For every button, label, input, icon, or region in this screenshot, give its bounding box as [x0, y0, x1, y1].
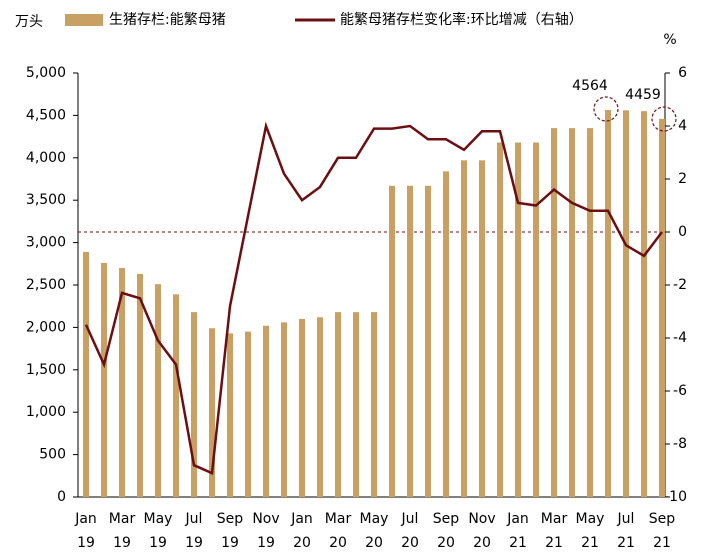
y2-tick-label: 4	[678, 118, 687, 134]
x-tick-label: Jan 21	[506, 511, 529, 551]
bar	[497, 142, 503, 497]
x-tick-label: Jan 20	[290, 511, 313, 551]
x-tick-label: Sep 20	[433, 511, 460, 551]
legend-label: 生猪存栏:能繁母猪	[109, 12, 226, 28]
bar	[623, 110, 629, 497]
annotation-circle	[593, 96, 619, 122]
bar	[425, 185, 431, 497]
bar	[407, 185, 413, 497]
x-tick-label: Mar 19	[109, 511, 136, 551]
bar	[137, 273, 143, 497]
bar	[569, 128, 575, 497]
bar	[155, 284, 161, 497]
x-tick-label: Sep 19	[217, 511, 244, 551]
bar	[641, 111, 647, 497]
y-tick-label: 2,500	[26, 277, 66, 293]
bar	[173, 294, 179, 497]
bar	[479, 160, 485, 497]
bar	[533, 142, 539, 497]
bar	[191, 312, 197, 497]
annotation-circle	[651, 106, 677, 132]
y2-tick-label: -10	[664, 489, 687, 505]
bar	[515, 142, 521, 497]
bar	[587, 128, 593, 497]
annotation: 4564	[572, 78, 608, 94]
y2-tick-label: 0	[678, 224, 687, 240]
annotation: 4459	[625, 87, 661, 103]
bar	[659, 118, 665, 497]
bar	[227, 333, 233, 497]
bar	[605, 109, 611, 497]
x-tick-label: May 19	[144, 511, 173, 551]
bar	[389, 185, 395, 497]
y-axis-label: 万头	[15, 14, 43, 30]
x-tick-label: Nov 20	[468, 511, 495, 551]
y-tick-label: 500	[39, 447, 66, 463]
y-tick-label: 5,000	[26, 65, 66, 81]
x-tick-label: Mar 21	[541, 511, 568, 551]
y2-tick-label: 6	[678, 65, 687, 81]
bar	[263, 325, 269, 497]
bar	[317, 317, 323, 497]
legend-swatch	[65, 14, 103, 26]
bar	[443, 171, 449, 498]
x-tick-label: Jul 20	[401, 511, 419, 551]
y2-tick-label: -2	[673, 277, 687, 293]
y-tick-label: 1,500	[26, 362, 66, 378]
x-tick-label: Jul 19	[185, 511, 203, 551]
y-tick-label: 3,000	[26, 235, 66, 251]
bar	[299, 318, 305, 497]
y-tick-label: 0	[57, 489, 66, 505]
bar	[101, 262, 107, 497]
x-tick-label: Nov 19	[252, 511, 279, 551]
bar	[461, 160, 467, 497]
x-tick-label: Jan 19	[74, 511, 97, 551]
bar	[551, 128, 557, 497]
x-tick-label: Mar 20	[325, 511, 352, 551]
bar	[335, 312, 341, 497]
y2-tick-label: -6	[673, 383, 687, 399]
y2-tick-label: -4	[673, 330, 687, 346]
x-tick-label: May 21	[576, 511, 605, 551]
x-tick-label: Sep 21	[649, 511, 676, 551]
y2-tick-label: -8	[673, 436, 687, 452]
bar	[281, 322, 287, 497]
bar	[353, 312, 359, 497]
x-tick-label: Jul 21	[617, 511, 635, 551]
bar	[245, 331, 251, 497]
bar	[83, 251, 89, 497]
bar	[371, 312, 377, 497]
bar	[209, 328, 215, 497]
bar	[119, 268, 125, 497]
y2-axis-label: %	[663, 32, 676, 48]
legend-label: 能繁母猪存栏变化率:环比增减（右轴）	[340, 11, 583, 28]
line	[84, 121, 663, 475]
y2-tick-label: 2	[678, 171, 687, 187]
y-tick-label: 4,000	[26, 150, 66, 166]
x-tick-label: May 20	[360, 511, 389, 551]
y-tick-label: 2,000	[26, 319, 66, 335]
y-tick-label: 1,000	[26, 404, 66, 420]
y-tick-label: 3,500	[26, 192, 66, 208]
y-tick-label: 4,500	[26, 107, 66, 123]
